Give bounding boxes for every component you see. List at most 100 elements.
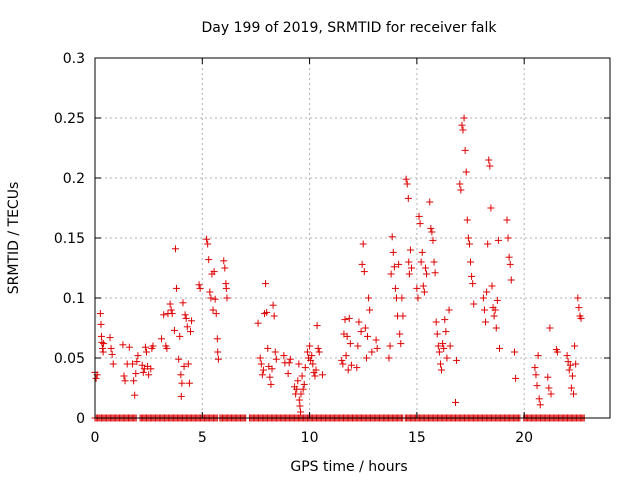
data-point — [271, 348, 279, 356]
data-point — [571, 342, 579, 350]
data-point — [546, 324, 554, 332]
data-point — [186, 328, 194, 336]
data-point — [563, 352, 571, 360]
data-point — [268, 365, 276, 373]
data-point — [443, 354, 451, 362]
data-point — [203, 235, 211, 243]
data-point — [108, 350, 116, 358]
data-point — [494, 236, 502, 244]
data-point — [534, 352, 542, 360]
data-point — [306, 342, 314, 350]
data-point — [297, 390, 305, 398]
data-point — [295, 396, 303, 404]
data-point — [211, 295, 219, 303]
x-tick-label: 10 — [301, 430, 319, 446]
data-point — [98, 338, 106, 346]
data-point — [221, 264, 229, 272]
data-point — [391, 284, 399, 292]
data-point — [390, 263, 398, 271]
data-point — [357, 328, 365, 336]
data-point — [507, 276, 515, 284]
data-point — [511, 348, 519, 356]
data-point — [492, 324, 500, 332]
data-point — [280, 352, 288, 360]
data-point — [313, 322, 321, 330]
data-point — [220, 257, 228, 265]
chart-title: Day 199 of 2019, SRMTID for receiver fal… — [202, 20, 498, 36]
data-point — [125, 343, 133, 351]
data-point — [342, 352, 350, 360]
data-point — [299, 385, 307, 393]
data-point — [170, 326, 178, 334]
data-point — [577, 314, 585, 322]
x-tick-label: 5 — [198, 430, 207, 446]
y-tick-label: 0.1 — [63, 291, 85, 307]
data-point — [206, 288, 214, 296]
data-point — [167, 306, 175, 314]
data-point — [130, 377, 138, 385]
plot-frame — [94, 57, 611, 419]
data-point — [256, 354, 264, 362]
data-point — [266, 373, 274, 381]
y-tick-label: 0.05 — [54, 351, 85, 367]
data-point — [415, 212, 423, 220]
data-point — [488, 282, 496, 290]
data-point — [145, 371, 153, 379]
data-point — [419, 282, 427, 290]
data-point — [359, 240, 367, 248]
data-point — [453, 356, 461, 364]
data-point — [420, 288, 428, 296]
data-point — [495, 344, 503, 352]
data-point — [403, 180, 411, 188]
data-point — [457, 186, 465, 194]
data-point — [361, 324, 369, 332]
data-point — [212, 310, 220, 318]
data-point — [395, 260, 403, 268]
data-point — [435, 348, 443, 356]
data-point — [570, 390, 578, 398]
data-point — [486, 162, 494, 170]
data-point — [484, 240, 492, 248]
data-point — [296, 402, 304, 410]
data-point — [185, 379, 193, 387]
data-point — [565, 366, 573, 374]
data-point — [184, 360, 192, 368]
data-point — [434, 342, 442, 350]
data-point — [479, 294, 487, 302]
data-point — [355, 318, 363, 326]
data-point — [354, 342, 362, 350]
data-point — [272, 355, 280, 363]
data-point — [421, 264, 429, 272]
data-point — [213, 335, 221, 343]
data-point — [308, 352, 316, 360]
data-point — [132, 370, 140, 378]
data-point — [119, 341, 127, 349]
data-point — [99, 344, 107, 352]
data-point — [566, 361, 574, 369]
data-point — [396, 330, 404, 338]
data-point — [399, 312, 407, 320]
data-point — [295, 360, 303, 368]
data-point — [179, 299, 187, 307]
data-point — [423, 270, 431, 278]
data-point — [257, 360, 265, 368]
data-point — [575, 304, 583, 312]
data-point — [387, 270, 395, 278]
data-point — [106, 334, 114, 342]
data-point — [214, 348, 222, 356]
data-point — [574, 294, 582, 302]
data-point — [293, 385, 301, 393]
data-point — [267, 380, 275, 388]
grid-lines — [95, 58, 610, 418]
data-point — [547, 390, 555, 398]
data-point — [270, 312, 278, 320]
data-point — [262, 280, 270, 288]
data-point — [386, 342, 394, 350]
data-point — [535, 395, 543, 403]
data-point — [373, 344, 381, 352]
data-point — [294, 377, 302, 385]
data-point — [344, 366, 352, 374]
x-tick-label: 20 — [515, 430, 533, 446]
data-point — [388, 233, 396, 241]
y-tick-label: 0.2 — [63, 171, 85, 187]
